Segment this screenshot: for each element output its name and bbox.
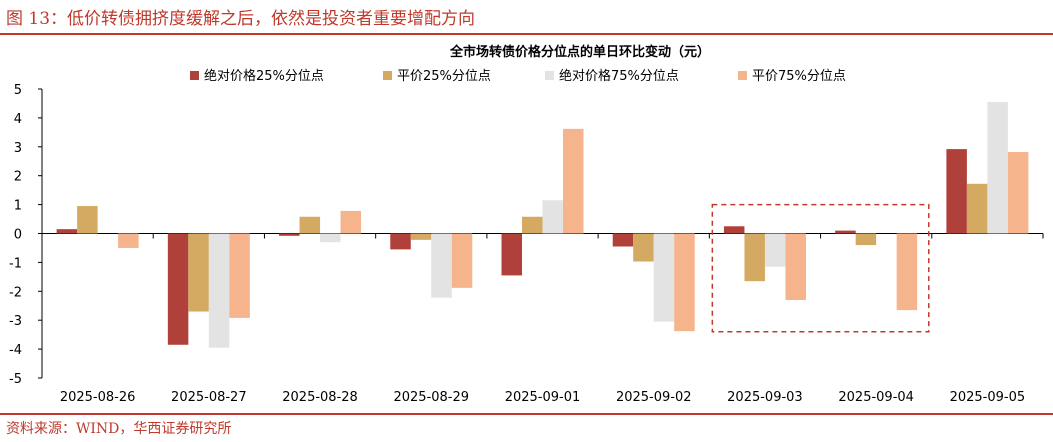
x-tick-label: 2025-09-05: [950, 390, 1026, 405]
highlight-box: [711, 203, 930, 333]
bar-2025-08-28-series-2: [299, 216, 321, 234]
y-tick-label: 1: [14, 199, 22, 214]
bar-2025-09-01-series-2: [522, 216, 543, 234]
x-tick-label: 2025-09-01: [505, 390, 581, 405]
y-tick-label: 4: [14, 112, 22, 127]
bar-2025-08-29-series-3: [431, 233, 452, 298]
x-tick-label: 2025-08-26: [60, 390, 136, 405]
bar-2025-08-26-series-1: [56, 229, 78, 234]
x-tick-label: 2025-09-03: [727, 390, 803, 405]
x-tick-label: 2025-09-02: [616, 390, 692, 405]
bar-2025-08-29-series-1: [390, 233, 411, 250]
x-tick-label: 2025-09-04: [838, 390, 914, 405]
y-tick-label: -1: [9, 256, 22, 271]
y-tick-label: 3: [14, 141, 22, 156]
bar-2025-08-26-series-2: [77, 206, 98, 234]
bar-2025-09-01-series-4: [563, 128, 584, 234]
legend-label-3: 绝对价格75%分位点: [559, 68, 679, 84]
bar-2025-09-03-series-3: [764, 233, 786, 267]
bar-2025-09-05-series-2: [966, 183, 988, 234]
y-tick-label: 5: [14, 83, 22, 98]
bar-2025-09-02-series-2: [633, 233, 654, 262]
legend-label-4: 平价75%分位点: [752, 69, 846, 84]
x-tick-label: 2025-08-28: [282, 390, 358, 405]
y-tick-label: -3: [9, 314, 22, 329]
highlight-box-group: [711, 203, 930, 333]
y-tick-label: -2: [9, 285, 22, 300]
y-tick-label: -4: [9, 343, 22, 358]
legend-swatch-3: [545, 71, 554, 80]
legend-swatch-4: [738, 71, 747, 80]
bar-2025-09-02-series-3: [653, 233, 675, 322]
top-divider: [0, 33, 1053, 35]
bar-2025-09-04-series-2: [855, 233, 877, 246]
bar-2025-09-03-series-4: [785, 233, 806, 300]
bar-2025-08-27-series-2: [188, 233, 209, 312]
legend-label-1: 绝对价格25%分位点: [204, 68, 324, 84]
bar-2025-09-01-series-3: [542, 200, 563, 234]
chart-title: 全市场转债价格分位点的单日环比变动（元）: [449, 44, 710, 60]
legend-swatch-1: [190, 71, 199, 80]
x-tick-label: 2025-08-29: [393, 390, 469, 405]
source-note: 资料来源：WIND，华西证券研究所: [6, 421, 232, 437]
bar-2025-08-27-series-1: [167, 233, 189, 345]
bar-2025-08-28-series-4: [340, 210, 362, 234]
bar-2025-08-29-series-4: [451, 233, 473, 288]
x-tick-label: 2025-08-27: [171, 390, 247, 405]
bar-2025-09-05-series-1: [946, 149, 967, 234]
bar-2025-09-03-series-1: [723, 226, 745, 234]
legend-swatch-2: [383, 71, 392, 80]
y-tick-label: 2: [14, 170, 22, 185]
y-tick-label: 0: [14, 228, 22, 243]
chart-legend: 绝对价格25%分位点 平价25%分位点 绝对价格75%分位点 平价75%分位点: [190, 68, 846, 84]
bar-2025-09-02-series-1: [612, 233, 634, 247]
bar-2025-08-27-series-4: [229, 233, 250, 318]
y-tick-label: -5: [9, 372, 22, 387]
bar-2025-08-27-series-3: [208, 233, 230, 348]
bar-2025-09-01-series-1: [501, 233, 522, 276]
bar-2025-08-26-series-4: [118, 233, 139, 248]
bar-2025-09-05-series-4: [1007, 152, 1029, 234]
bottom-divider: [0, 413, 1053, 415]
bar-2025-08-28-series-1: [279, 233, 300, 236]
bar-2025-09-04-series-4: [896, 233, 918, 311]
bar-2025-09-03-series-2: [744, 233, 765, 282]
figure-title: 图 13：低价转债拥挤度缓解之后，依然是投资者重要增配方向: [6, 9, 476, 29]
bar-2025-08-28-series-3: [320, 233, 341, 243]
legend-label-2: 平价25%分位点: [397, 69, 491, 84]
bar-series-group: [56, 102, 1029, 348]
bar-2025-09-04-series-1: [835, 230, 856, 234]
bar-2025-09-02-series-4: [674, 233, 695, 332]
bar-2025-09-05-series-3: [987, 102, 1008, 234]
bar-chart: 全市场转债价格分位点的单日环比变动（元） 绝对价格25%分位点 平价25%分位点绝…: [9, 44, 1044, 405]
y-axis: 5 4 3 2 1 0 -1 -2 -3 -4 -5: [9, 83, 43, 387]
bar-2025-08-29-series-2: [410, 233, 432, 240]
